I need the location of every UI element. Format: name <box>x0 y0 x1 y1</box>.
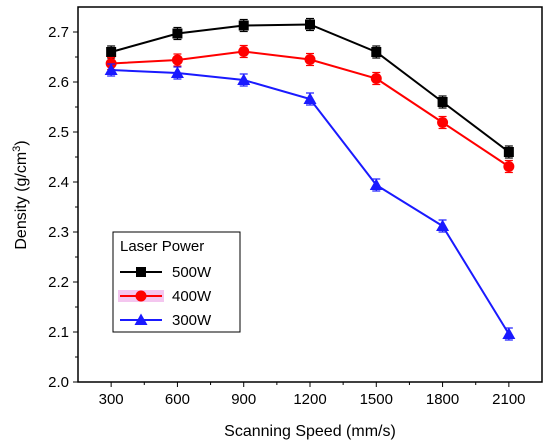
series-300w <box>104 63 516 341</box>
legend-marker-400w <box>135 290 147 302</box>
data-point-500w <box>437 97 448 107</box>
y-tick-label: 2.7 <box>48 24 69 41</box>
x-tick-label: 900 <box>231 391 256 408</box>
y-tick-label: 2.5 <box>48 124 69 141</box>
data-point-300w <box>303 92 317 104</box>
data-point-400w <box>171 54 183 66</box>
series-400w <box>105 44 515 174</box>
data-point-500w <box>238 20 249 31</box>
data-point-500w <box>503 147 514 157</box>
x-tick-label: 2100 <box>492 391 525 408</box>
x-axis-title: Scanning Speed (mm/s) <box>224 423 396 440</box>
y-tick-label: 2.1 <box>48 324 69 341</box>
y-tick-label: 2.3 <box>48 224 69 241</box>
data-point-500w <box>371 47 382 57</box>
legend-box <box>112 231 241 333</box>
y-tick-label: 2.6 <box>48 74 69 91</box>
axis-ticks: 300 600 900 1200 1500 1800 2100 2.0 2.1 2.2 2.3 2.4… <box>48 24 525 408</box>
x-tick-label: 300 <box>99 391 124 408</box>
data-point-400w <box>437 117 449 128</box>
data-point-300w <box>170 66 184 78</box>
legend-marker-500w <box>136 267 146 277</box>
y-tick-label: 2.4 <box>48 174 69 191</box>
data-point-300w <box>436 219 450 231</box>
y-tick-label: 2.2 <box>48 274 69 291</box>
data-point-400w <box>370 73 382 84</box>
data-point-300w <box>369 178 383 190</box>
legend-items: 500W 400W 300W <box>118 264 212 329</box>
y-tick-label: 2.0 <box>48 374 69 391</box>
series-500w <box>106 17 514 159</box>
x-tick-label: 1200 <box>293 391 326 408</box>
y-axis-title: Density (g/cm3) <box>11 140 30 249</box>
data-point-300w <box>104 63 118 75</box>
legend-label-300w: 300W <box>172 312 212 329</box>
legend-label-500w: 500W <box>172 264 212 281</box>
legend-label-400w: 400W <box>172 288 212 305</box>
data-point-400w <box>304 54 316 65</box>
series-layer <box>104 17 516 341</box>
data-point-400w <box>503 161 515 172</box>
data-point-500w <box>305 19 315 30</box>
x-tick-label: 1800 <box>426 391 459 408</box>
x-tick-label: 1500 <box>360 391 393 408</box>
data-point-500w <box>106 47 117 57</box>
x-tick-label: 600 <box>165 391 190 408</box>
series-line-400w <box>111 50 510 168</box>
data-point-400w <box>238 46 250 57</box>
legend: Laser Power 500W 400W 300W <box>112 231 241 333</box>
data-point-300w <box>502 327 516 339</box>
data-point-300w <box>237 73 251 85</box>
series-line-500w <box>110 23 510 153</box>
legend-title: Laser Power <box>120 238 204 255</box>
data-point-500w <box>172 28 183 39</box>
legend-marker-300w <box>134 313 148 325</box>
